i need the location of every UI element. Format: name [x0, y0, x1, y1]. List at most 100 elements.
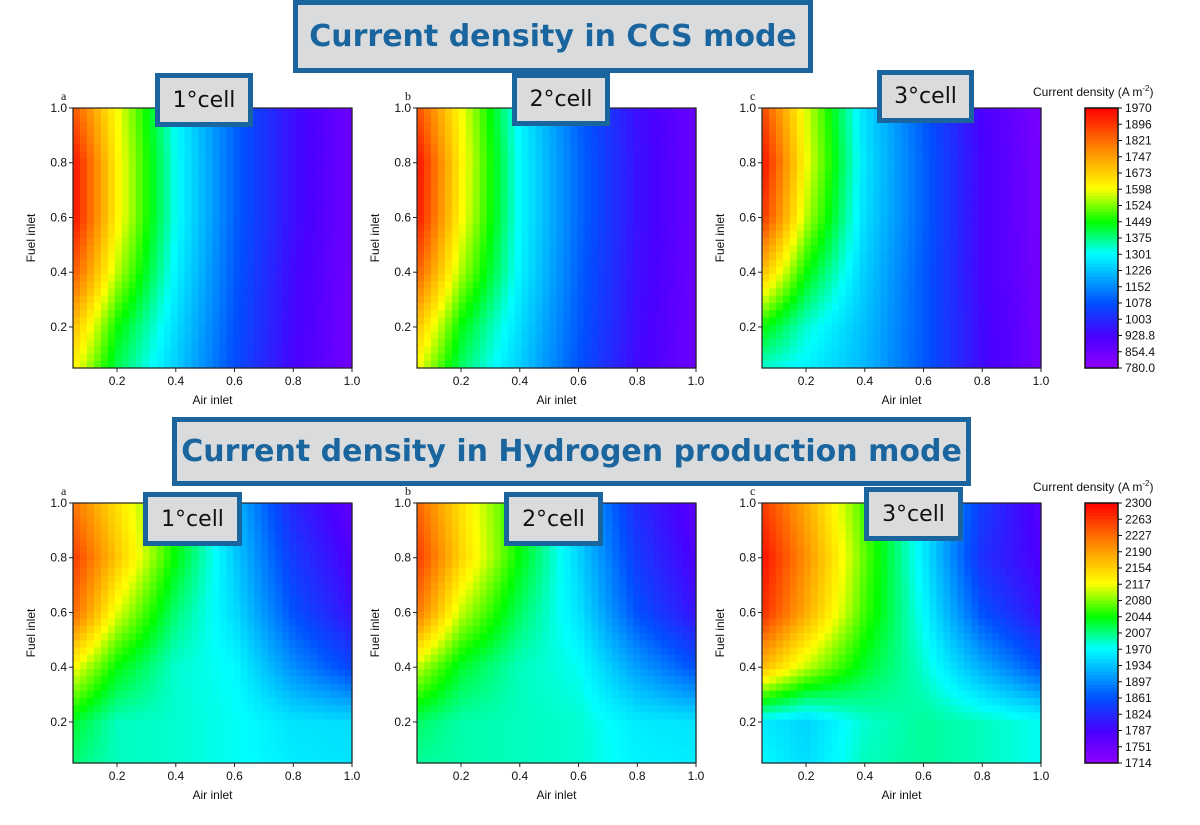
heatmap-cell [212, 310, 221, 319]
heatmap-cell [873, 295, 882, 304]
heatmap-cell [430, 259, 439, 268]
heatmap-cell [535, 310, 544, 319]
heatmap-cell [817, 201, 826, 210]
heatmap-cell [198, 151, 207, 160]
heatmap-cell [873, 346, 882, 355]
heatmap-cell [556, 317, 565, 326]
heatmap-cell [324, 274, 332, 282]
heatmap-cell [191, 575, 200, 584]
heatmap-cell [668, 324, 676, 333]
heatmap-cell [542, 324, 551, 333]
heatmap-cell [999, 216, 1007, 225]
heatmap-cell [247, 158, 255, 167]
heatmap-cell [107, 245, 116, 254]
heatmap-cell [423, 310, 432, 319]
heatmap-cell [514, 353, 523, 362]
heatmap-cell [479, 230, 488, 239]
heatmap-cell [542, 317, 551, 326]
heatmap-cell [423, 274, 432, 282]
heatmap-cell [303, 303, 311, 311]
heatmap-cell [472, 180, 481, 189]
heatmap-cell [107, 596, 116, 605]
heatmap-cell [654, 266, 662, 275]
heatmap-cell [803, 223, 812, 232]
heatmap-cell [668, 187, 676, 196]
heatmap-cell [472, 331, 481, 340]
heatmap-cell [859, 122, 868, 131]
heatmap-cell [345, 115, 353, 124]
heatmap-cell [789, 115, 798, 124]
heatmap-cell [261, 288, 269, 297]
heatmap-cell [591, 201, 599, 210]
heatmap-cell [296, 238, 304, 246]
heatmap-cell [852, 324, 861, 333]
heatmap-cell [775, 238, 784, 246]
heatmap-cell [1027, 346, 1035, 355]
heatmap-cell [859, 295, 868, 304]
heatmap-cell [971, 136, 979, 145]
heatmap-cell [177, 346, 186, 355]
heatmap-cell [535, 266, 544, 275]
heatmap-cell [275, 317, 283, 326]
heatmap-cell [156, 596, 165, 605]
heatmap-cell [1034, 360, 1042, 369]
heatmap-cell [985, 339, 993, 347]
heatmap-cell [1013, 122, 1021, 131]
heatmap-cell [472, 310, 481, 319]
heatmap-cell [570, 129, 579, 138]
heatmap-cell [261, 575, 269, 584]
heatmap-cell [964, 165, 972, 174]
heatmap-cell [296, 310, 304, 319]
heatmap-cell [121, 245, 130, 254]
heatmap-cell [430, 151, 439, 160]
heatmap-cell [465, 274, 474, 282]
heatmap-cell [943, 122, 951, 131]
heatmap-cell [957, 266, 965, 275]
heatmap-cell [493, 274, 502, 282]
heatmap-cell [957, 281, 965, 290]
heatmap-cell [661, 288, 669, 297]
heatmap-cell [598, 288, 606, 297]
heatmap-cell [114, 180, 123, 189]
heatmap-cell [528, 339, 537, 347]
heatmap-cell [838, 360, 847, 369]
heatmap-cell [73, 560, 81, 569]
heatmap-cell [100, 524, 109, 533]
heatmap-cell [114, 115, 123, 124]
heatmap-cell [451, 317, 460, 326]
heatmap-cell [612, 303, 620, 311]
heatmap-cell [803, 303, 812, 311]
heatmap-cell [331, 274, 339, 282]
heatmap-cell [852, 331, 861, 340]
heatmap-cell [521, 266, 530, 275]
heatmap-cell [93, 310, 102, 319]
heatmap-cell [73, 165, 81, 174]
heatmap-cell [584, 303, 592, 311]
heatmap-cell [191, 288, 200, 297]
heatmap-cell [605, 274, 613, 282]
heatmap-cell [100, 274, 109, 282]
heatmap-cell [775, 223, 784, 232]
heatmap-cell [472, 295, 481, 304]
heatmap-cell [1027, 324, 1035, 333]
heatmap-cell [999, 303, 1007, 311]
heatmap-cell [226, 303, 235, 311]
heatmap-cell [570, 180, 579, 189]
heatmap-cell [668, 108, 676, 116]
heatmap-cell [170, 303, 179, 311]
heatmap-cell [198, 589, 207, 598]
heatmap-cell [950, 252, 958, 261]
heatmap-cell [282, 568, 290, 576]
heatmap-cell [789, 281, 798, 290]
heatmap-cell [803, 216, 812, 225]
heatmap-cell [149, 546, 158, 555]
heatmap-cell [345, 303, 353, 311]
heatmap-cell [310, 510, 318, 519]
heatmap-cell [430, 122, 439, 131]
heatmap-cell [682, 209, 690, 217]
heatmap-cell [107, 252, 116, 261]
heatmap-cell [985, 180, 993, 189]
heatmap-cell [338, 180, 346, 189]
heatmap-cell [79, 295, 88, 304]
heatmap-cell [261, 553, 269, 562]
